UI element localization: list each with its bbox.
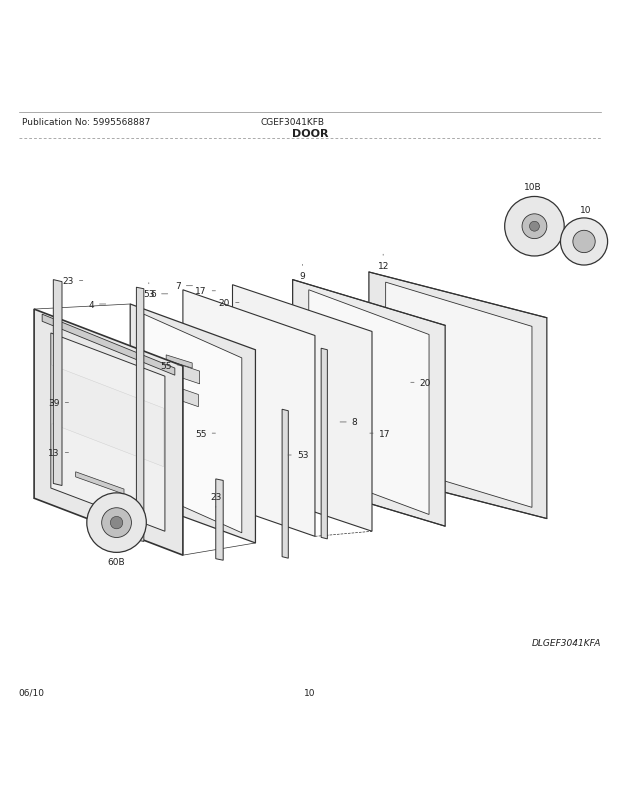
Polygon shape bbox=[293, 280, 445, 527]
Circle shape bbox=[505, 197, 564, 257]
Circle shape bbox=[573, 231, 595, 253]
Text: 55: 55 bbox=[161, 361, 181, 370]
Text: 10: 10 bbox=[304, 688, 316, 697]
Text: 23: 23 bbox=[63, 277, 83, 286]
Text: 20: 20 bbox=[410, 379, 431, 387]
Text: 8: 8 bbox=[340, 418, 358, 427]
Text: 60B: 60B bbox=[108, 557, 125, 567]
Circle shape bbox=[110, 516, 123, 529]
Polygon shape bbox=[232, 286, 372, 532]
Text: 20: 20 bbox=[219, 298, 239, 308]
Text: 7: 7 bbox=[175, 282, 193, 291]
Polygon shape bbox=[76, 472, 124, 495]
Polygon shape bbox=[386, 283, 532, 508]
Text: 17: 17 bbox=[195, 287, 216, 296]
Text: 4: 4 bbox=[88, 300, 106, 309]
Polygon shape bbox=[42, 314, 175, 375]
Polygon shape bbox=[369, 273, 547, 519]
Text: CGEF3041KFB: CGEF3041KFB bbox=[260, 117, 324, 127]
Polygon shape bbox=[321, 349, 327, 539]
Circle shape bbox=[560, 219, 608, 265]
Polygon shape bbox=[183, 290, 315, 537]
Polygon shape bbox=[136, 288, 144, 541]
Text: 39: 39 bbox=[48, 399, 69, 407]
Polygon shape bbox=[216, 480, 223, 561]
Polygon shape bbox=[166, 355, 192, 369]
Text: 10B: 10B bbox=[525, 184, 542, 192]
Text: 6: 6 bbox=[150, 290, 168, 299]
Polygon shape bbox=[166, 360, 200, 384]
Polygon shape bbox=[282, 410, 288, 558]
Polygon shape bbox=[167, 384, 198, 407]
Text: 23: 23 bbox=[210, 492, 221, 508]
Text: DLGEF3041KFA: DLGEF3041KFA bbox=[532, 638, 601, 647]
Polygon shape bbox=[51, 334, 165, 532]
Polygon shape bbox=[53, 280, 62, 486]
Polygon shape bbox=[309, 290, 429, 515]
Text: 13: 13 bbox=[48, 448, 69, 457]
Text: 10: 10 bbox=[580, 206, 591, 215]
Text: 53: 53 bbox=[143, 283, 154, 299]
Text: 9: 9 bbox=[299, 265, 306, 281]
Polygon shape bbox=[34, 310, 183, 556]
Text: 53: 53 bbox=[288, 451, 308, 460]
Polygon shape bbox=[130, 305, 255, 543]
Polygon shape bbox=[144, 314, 242, 533]
Circle shape bbox=[522, 215, 547, 239]
Text: 17: 17 bbox=[370, 429, 390, 438]
Text: Publication No: 5995568887: Publication No: 5995568887 bbox=[22, 117, 150, 127]
Text: 12: 12 bbox=[378, 255, 389, 270]
Text: 06/10: 06/10 bbox=[19, 688, 45, 697]
Text: DOOR: DOOR bbox=[292, 128, 328, 139]
Polygon shape bbox=[51, 366, 164, 467]
Circle shape bbox=[529, 222, 539, 232]
Text: 55: 55 bbox=[195, 429, 216, 438]
Circle shape bbox=[87, 493, 146, 553]
Circle shape bbox=[102, 508, 131, 538]
